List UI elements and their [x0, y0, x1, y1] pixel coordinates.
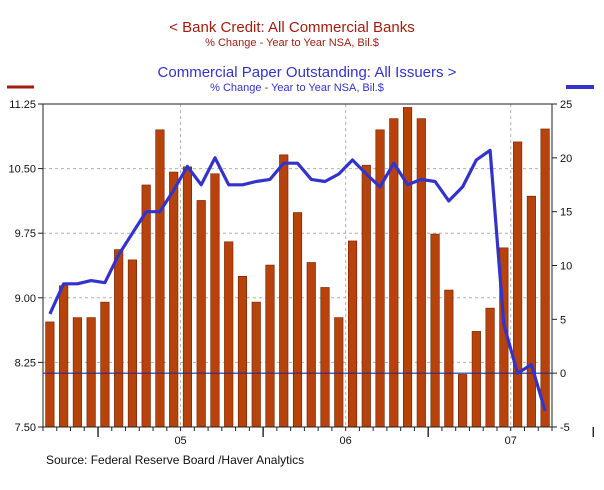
right-tick-label: 5 [560, 314, 566, 326]
bar [59, 285, 69, 428]
bar [320, 287, 330, 428]
left-tick-label: 10.50 [8, 164, 36, 176]
left-tick-label: 9.75 [15, 228, 36, 240]
bar [416, 118, 426, 428]
left-tick-label: 8.25 [15, 357, 36, 369]
left-series-subtitle: % Change - Year to Year NSA, Bil.$ [205, 37, 379, 49]
bar [444, 289, 454, 428]
right-series-subtitle: % Change - Year to Year NSA, Bil.$ [210, 82, 384, 94]
bar [265, 264, 275, 428]
bar [458, 374, 468, 428]
bar [127, 259, 137, 428]
bar [334, 317, 344, 428]
bar [292, 212, 303, 428]
bar [279, 154, 289, 428]
bar [210, 173, 220, 428]
source-note: Source: Federal Reserve Board /Haver Ana… [46, 453, 305, 467]
bar [306, 262, 316, 428]
bar [361, 164, 371, 428]
bar [100, 301, 110, 428]
bar [86, 317, 96, 428]
x-tick-label: 07 [505, 435, 517, 447]
x-tick-label: 05 [174, 435, 186, 447]
bar [402, 107, 413, 428]
bar [224, 241, 234, 428]
bar [430, 233, 440, 428]
bar [182, 166, 193, 428]
left-tick-label: 9.00 [15, 293, 36, 305]
right-tick-label: 25 [560, 99, 572, 111]
right-tick-label: 10 [560, 261, 572, 273]
bar [347, 240, 358, 428]
left-series-title: < Bank Credit: All Commercial Banks [169, 19, 415, 36]
bar [540, 128, 550, 428]
bar [513, 141, 523, 428]
bar [375, 129, 385, 428]
bar [45, 321, 55, 428]
bar [196, 200, 206, 428]
bar [114, 249, 124, 428]
bar [526, 195, 536, 428]
bar [251, 301, 261, 428]
bar [155, 129, 165, 428]
right-tick-label: 20 [560, 153, 572, 165]
right-tick-label: 0 [560, 368, 566, 380]
left-tick-label: 7.50 [15, 422, 36, 434]
bar [141, 184, 151, 428]
bar [237, 275, 248, 428]
bar [471, 331, 481, 428]
right-series-title: Commercial Paper Outstanding: All Issuer… [157, 64, 457, 81]
right-tick-label: 15 [560, 207, 572, 219]
right-tick-label: -5 [560, 422, 570, 434]
bar [72, 317, 82, 428]
line-series [48, 148, 547, 412]
x-tick-label: 06 [340, 435, 352, 447]
bar [485, 307, 495, 428]
bar [169, 171, 179, 428]
left-tick-label: 11.25 [9, 99, 36, 111]
